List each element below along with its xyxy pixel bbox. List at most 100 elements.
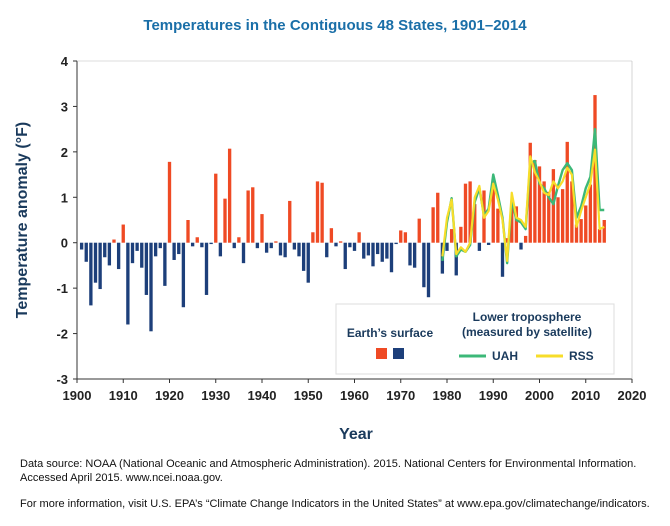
bar-2006 bbox=[565, 141, 569, 243]
y-tick-0: 0 bbox=[61, 236, 68, 251]
bar-1904 bbox=[93, 242, 98, 283]
satellite-lines bbox=[441, 127, 605, 265]
bar-1945 bbox=[283, 242, 287, 258]
bar-2012 bbox=[593, 95, 597, 243]
x-tick-2000: 2000 bbox=[525, 388, 554, 403]
bar-2008 bbox=[574, 224, 579, 243]
legend-satellite-title-1: Lower troposphere bbox=[473, 310, 582, 324]
bar-1952 bbox=[315, 181, 320, 243]
bar-2007 bbox=[570, 181, 574, 243]
bar-1911 bbox=[126, 242, 130, 325]
bar-1941 bbox=[264, 242, 269, 253]
bar-1959 bbox=[348, 242, 352, 248]
bar-1930 bbox=[214, 173, 218, 243]
bar-1906 bbox=[103, 242, 107, 258]
bar-1905 bbox=[98, 242, 102, 290]
bar-2014 bbox=[602, 220, 606, 243]
bar-1955 bbox=[329, 228, 334, 243]
bar-2000 bbox=[537, 166, 542, 243]
bar-1977 bbox=[431, 207, 435, 243]
bar-1914 bbox=[140, 242, 144, 268]
bar-1975 bbox=[422, 242, 426, 288]
bar-1981 bbox=[449, 229, 454, 243]
x-tick-1950: 1950 bbox=[294, 388, 323, 403]
x-tick-1930: 1930 bbox=[201, 388, 230, 403]
surface-bars bbox=[79, 95, 606, 332]
bar-1971 bbox=[403, 232, 408, 243]
x-tick-1980: 1980 bbox=[433, 388, 462, 403]
chart-title: Temperatures in the Contiguous 48 States… bbox=[143, 17, 527, 34]
bar-1966 bbox=[380, 242, 384, 262]
bar-1972 bbox=[408, 242, 412, 266]
bar-1978 bbox=[436, 192, 440, 243]
bar-1990 bbox=[491, 180, 495, 243]
rss-line bbox=[441, 148, 605, 262]
bar-1965 bbox=[375, 242, 380, 255]
bar-1970 bbox=[399, 230, 403, 243]
bar-1902 bbox=[84, 242, 88, 262]
x-tick-1900: 1900 bbox=[63, 388, 92, 403]
bar-2003 bbox=[551, 169, 556, 243]
bar-1994 bbox=[510, 201, 514, 243]
bar-1989 bbox=[486, 242, 491, 245]
bar-1997 bbox=[523, 235, 528, 243]
bar-1907 bbox=[107, 242, 112, 266]
bar-1928 bbox=[204, 242, 209, 295]
bar-1903 bbox=[89, 242, 93, 306]
bar-1973 bbox=[412, 242, 417, 268]
bar-1933 bbox=[227, 148, 232, 243]
legend: Earth’s surface Lower troposphere (measu… bbox=[335, 303, 615, 375]
bar-1946 bbox=[288, 200, 292, 243]
bar-1984 bbox=[463, 183, 468, 243]
bar-1957 bbox=[338, 241, 343, 243]
bar-2002 bbox=[547, 191, 551, 243]
x-tick-2010: 2010 bbox=[571, 388, 600, 403]
bar-1948 bbox=[297, 242, 301, 257]
bar-1998 bbox=[528, 142, 532, 243]
bar-1992 bbox=[500, 242, 505, 277]
bar-1967 bbox=[385, 242, 389, 259]
bar-1937 bbox=[246, 190, 250, 243]
axes bbox=[73, 60, 633, 383]
bar-1949 bbox=[301, 242, 306, 271]
bar-2001 bbox=[542, 181, 546, 243]
bar-1944 bbox=[278, 242, 283, 256]
legend-rss-label: RSS bbox=[569, 349, 594, 363]
bar-1954 bbox=[325, 242, 329, 258]
bar-1940 bbox=[260, 214, 264, 243]
legend-positive-swatch bbox=[376, 348, 387, 359]
bar-1931 bbox=[218, 242, 223, 257]
x-axis-label: Year bbox=[339, 426, 373, 443]
y-tick-4: 4 bbox=[61, 54, 69, 69]
y-tick--1: -1 bbox=[56, 281, 68, 296]
bar-2011 bbox=[588, 184, 593, 243]
bar-1923 bbox=[181, 242, 186, 308]
bar-1925 bbox=[190, 242, 195, 247]
x-tick-1960: 1960 bbox=[340, 388, 369, 403]
bar-1976 bbox=[426, 242, 431, 298]
legend-box bbox=[335, 303, 615, 375]
bar-1918 bbox=[158, 242, 162, 249]
bar-1960 bbox=[352, 242, 357, 251]
x-tick-1910: 1910 bbox=[109, 388, 138, 403]
tick-labels: 1900 1910 1920 1930 1940 1950 1960 1970 1980 1990… bbox=[56, 54, 646, 403]
y-tick--3: -3 bbox=[56, 372, 68, 387]
bar-1996 bbox=[519, 242, 523, 250]
bar-1947 bbox=[292, 242, 297, 250]
bar-2009 bbox=[579, 219, 583, 243]
y-tick-2: 2 bbox=[61, 145, 68, 160]
legend-satellite-title-2: (measured by satellite) bbox=[462, 325, 592, 339]
bar-1943 bbox=[274, 241, 278, 243]
bar-1956 bbox=[334, 242, 338, 247]
bar-1901 bbox=[79, 242, 84, 250]
bar-1982 bbox=[454, 242, 458, 276]
y-tick-3: 3 bbox=[61, 99, 68, 114]
legend-surface-label: Earth’s surface bbox=[347, 326, 434, 340]
bar-1919 bbox=[163, 242, 167, 286]
bar-1935 bbox=[237, 237, 241, 243]
bar-1936 bbox=[241, 242, 246, 264]
bar-1929 bbox=[209, 242, 213, 245]
bar-1927 bbox=[200, 242, 204, 248]
data-source-note: Data source: NOAA (National Oceanic and … bbox=[20, 458, 637, 484]
bar-1910 bbox=[121, 224, 125, 243]
